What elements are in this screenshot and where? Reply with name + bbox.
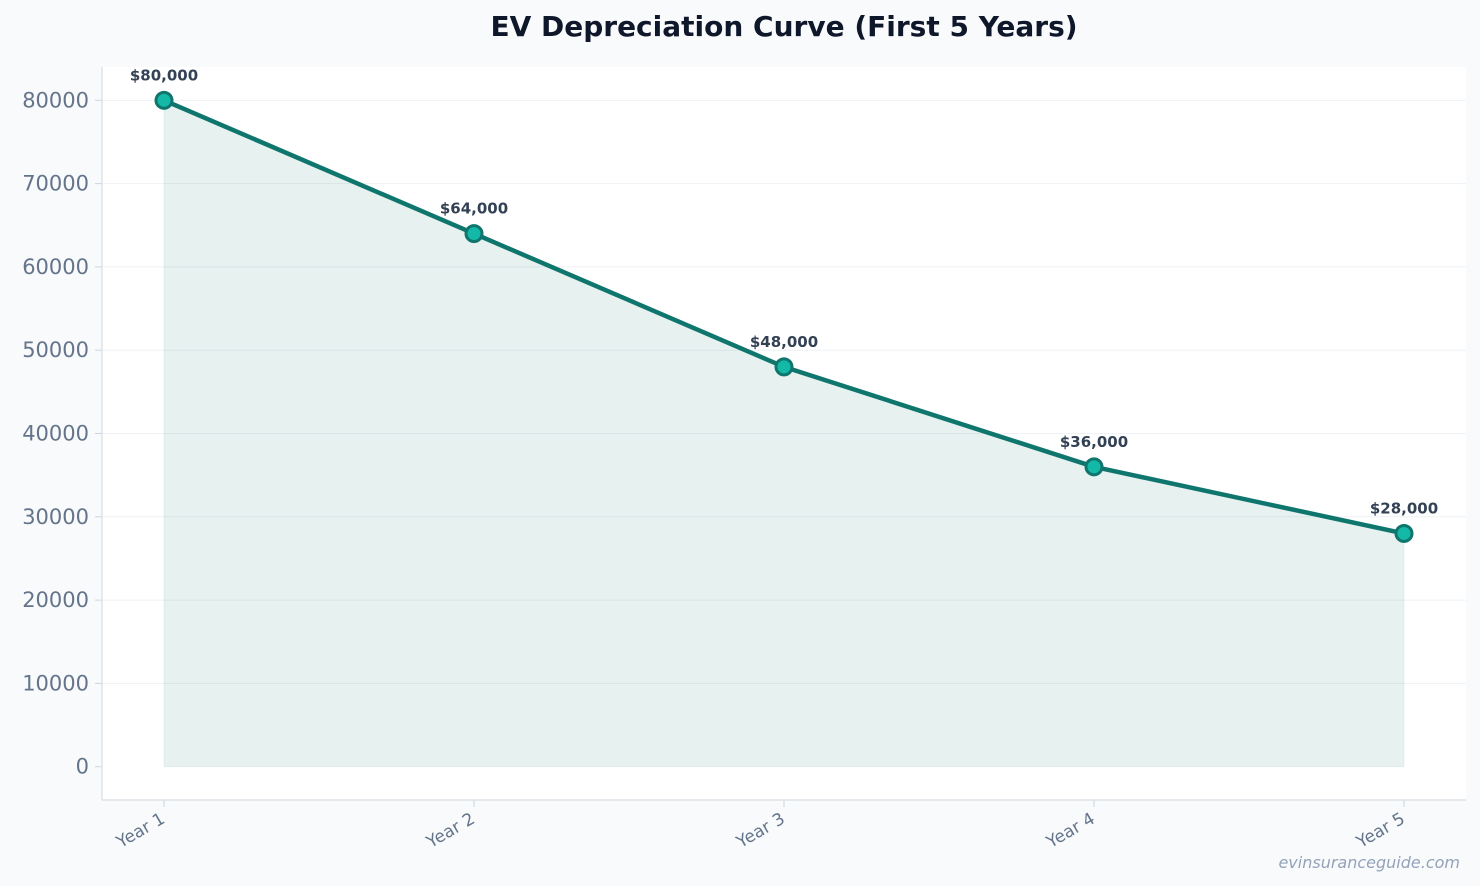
chart-title: EV Depreciation Curve (First 5 Years) bbox=[490, 10, 1077, 43]
x-tick-label: Year 5 bbox=[1352, 809, 1408, 853]
y-tick-label: 10000 bbox=[22, 671, 89, 695]
y-tick-label: 0 bbox=[76, 755, 89, 779]
data-label: $80,000 bbox=[130, 66, 198, 84]
x-tick-label: Year 1 bbox=[112, 809, 168, 853]
data-point bbox=[774, 357, 794, 377]
y-tick-label: 50000 bbox=[22, 338, 89, 362]
data-label: $48,000 bbox=[750, 333, 818, 351]
y-tick-label: 40000 bbox=[22, 422, 89, 446]
data-label: $28,000 bbox=[1370, 499, 1438, 517]
axes bbox=[95, 67, 1466, 807]
x-tick-label: Year 4 bbox=[1042, 809, 1098, 853]
gridlines bbox=[102, 99, 1466, 684]
y-tick-labels: 0 10000 20000 30000 40000 50000 60000 70000 8000… bbox=[22, 88, 89, 778]
data-point bbox=[1084, 457, 1104, 477]
data-markers bbox=[154, 90, 1414, 543]
y-tick-label: 80000 bbox=[22, 88, 89, 112]
data-point bbox=[154, 90, 174, 110]
x-tick-label: Year 3 bbox=[732, 809, 788, 853]
y-tick-label: 20000 bbox=[22, 588, 89, 612]
data-point bbox=[464, 224, 484, 244]
x-tick-label: Year 2 bbox=[422, 809, 478, 853]
data-label: $36,000 bbox=[1060, 433, 1128, 451]
y-tick-label: 70000 bbox=[22, 172, 89, 196]
y-tick-label: 30000 bbox=[22, 505, 89, 529]
data-labels: $80,000 $64,000 $48,000 $36,000 $28,000 bbox=[130, 66, 1438, 517]
x-tick-labels: Year 1 Year 2 Year 3 Year 4 Year 5 bbox=[112, 809, 1408, 853]
data-label: $64,000 bbox=[440, 200, 508, 218]
watermark: evinsuranceguide.com bbox=[1278, 853, 1460, 872]
data-point bbox=[1394, 523, 1414, 543]
y-tick-label: 60000 bbox=[22, 255, 89, 279]
